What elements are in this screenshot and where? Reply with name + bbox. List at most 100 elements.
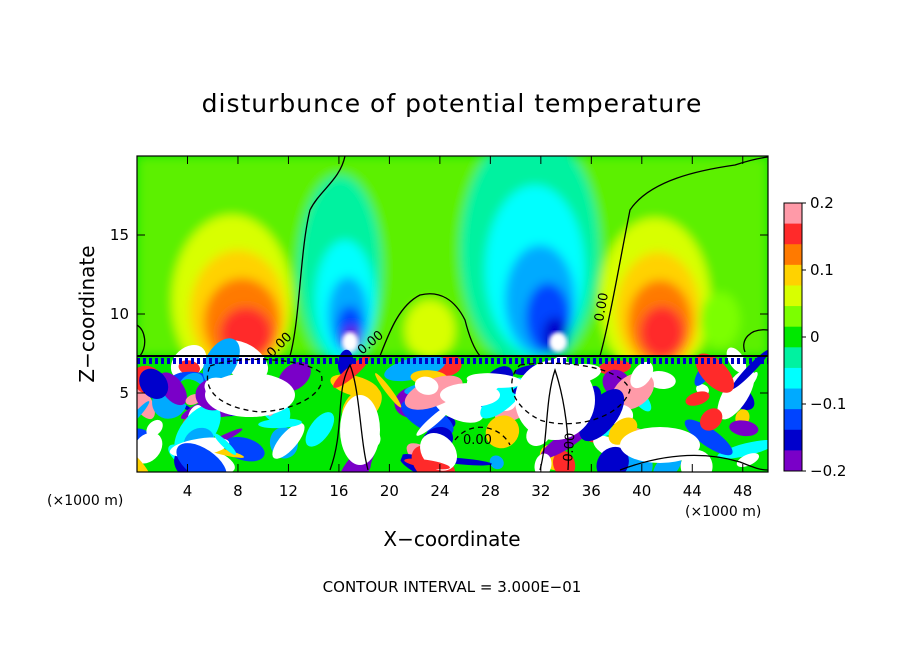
interface-stripe bbox=[737, 358, 740, 364]
turbulence-blob bbox=[729, 420, 759, 437]
interface-stripe bbox=[257, 358, 260, 364]
x-axis-label: X−coordinate bbox=[383, 527, 520, 551]
turbulence-blob bbox=[258, 418, 302, 429]
interface-stripe bbox=[233, 358, 236, 364]
turbulence-blob bbox=[726, 347, 747, 373]
turbulence-blob bbox=[534, 453, 552, 472]
turbulence-blob bbox=[579, 389, 625, 442]
colorbar-tick-label: 0 bbox=[810, 328, 820, 346]
interface-stripe bbox=[197, 358, 200, 364]
interface-stripe bbox=[311, 358, 314, 364]
interface-stripe bbox=[359, 358, 362, 364]
interface-stripe bbox=[215, 358, 218, 364]
interface-stripe bbox=[299, 358, 302, 364]
turbulence-blob bbox=[146, 419, 163, 437]
interface-stripe bbox=[635, 358, 638, 364]
x-axis-unit-left: (×1000 m) bbox=[47, 493, 123, 509]
interface-stripe bbox=[437, 358, 440, 364]
turbulence-blob bbox=[695, 353, 735, 393]
contour-interval-note: CONTOUR INTERVAL = 3.000E−01 bbox=[323, 578, 582, 596]
interface-stripe bbox=[191, 358, 194, 364]
turbulence-blob bbox=[137, 381, 155, 420]
contour-lines bbox=[137, 156, 768, 471]
colorbar-swatch bbox=[784, 244, 802, 266]
interface-stripe bbox=[533, 358, 536, 364]
x-tick-label: 8 bbox=[233, 482, 243, 500]
interface-stripe bbox=[671, 358, 674, 364]
zero-contour-right bbox=[599, 156, 768, 357]
turbulence-blob bbox=[489, 455, 504, 470]
chart-title: disturbunce of potential temperature bbox=[202, 89, 703, 118]
colorbar-swatch bbox=[784, 388, 802, 410]
interface-stripe bbox=[251, 358, 254, 364]
interface-stripe bbox=[665, 358, 668, 364]
interface-stripe bbox=[497, 358, 500, 364]
interface-stripe bbox=[431, 358, 434, 364]
interface-stripe bbox=[137, 358, 140, 364]
interface-stripe bbox=[551, 358, 554, 364]
interior-region bbox=[340, 395, 380, 465]
interface-stripe bbox=[515, 358, 518, 364]
x-tick-label: 36 bbox=[582, 482, 601, 500]
interface-stripe bbox=[707, 358, 710, 364]
colorbar: 0.2 0.1 0 −0.1 −0.2 bbox=[783, 194, 846, 480]
interface-stripe bbox=[407, 358, 410, 364]
colorbar-swatch bbox=[784, 409, 802, 431]
interface-stripe bbox=[167, 358, 170, 364]
turbulence-blob bbox=[717, 368, 755, 420]
colorbar-tick-label: 0.1 bbox=[810, 261, 834, 279]
interface-stripe bbox=[545, 358, 548, 364]
interface-stripe bbox=[749, 358, 752, 364]
colorbar-swatch bbox=[784, 264, 802, 286]
interface-stripe bbox=[203, 358, 206, 364]
interface-stripe bbox=[527, 358, 530, 364]
interface-stripe bbox=[305, 358, 308, 364]
interface-stripe bbox=[617, 358, 620, 364]
turbulence-blob bbox=[552, 450, 576, 472]
colorbar-swatch bbox=[784, 367, 802, 390]
interface-stripe bbox=[743, 358, 746, 364]
interface-stripe bbox=[401, 358, 404, 364]
interface-stripe bbox=[209, 358, 212, 364]
interface-stripe bbox=[161, 358, 164, 364]
interface-stripe bbox=[509, 358, 512, 364]
interface-stripe bbox=[377, 358, 380, 364]
interface-stripe bbox=[599, 358, 602, 364]
interface-stripe bbox=[485, 358, 488, 364]
turbulence-blob bbox=[717, 439, 768, 459]
turbulence-blob bbox=[680, 449, 713, 472]
turbulence-blob bbox=[485, 415, 520, 449]
interface-stripe bbox=[563, 358, 566, 364]
lower-turbulent-layer bbox=[137, 338, 768, 472]
interface-stripe bbox=[341, 358, 344, 364]
interface-stripe bbox=[335, 358, 338, 364]
interface-stripe bbox=[683, 358, 686, 364]
turbulence-blob bbox=[746, 371, 758, 388]
turbulence-blob bbox=[480, 377, 526, 419]
turbulence-blob bbox=[214, 433, 237, 455]
interface-stripe bbox=[695, 358, 698, 364]
interface-stripe bbox=[149, 358, 152, 364]
x-tick-label: 40 bbox=[632, 482, 651, 500]
colorbar-tick-label: −0.2 bbox=[810, 462, 846, 480]
interface-stripe bbox=[725, 358, 728, 364]
interface-stripe bbox=[611, 358, 614, 364]
turbulence-blob bbox=[137, 451, 154, 472]
interface-stripe bbox=[245, 358, 248, 364]
interface-stripe bbox=[395, 358, 398, 364]
interior-region bbox=[515, 360, 595, 440]
interface-stripe bbox=[653, 358, 656, 364]
interface-stripe bbox=[413, 358, 416, 364]
interface-stripe bbox=[557, 358, 560, 364]
interface-stripe bbox=[185, 358, 188, 364]
x-tick-label: 48 bbox=[733, 482, 752, 500]
turbulence-blob bbox=[731, 349, 768, 390]
turbulence-blob bbox=[297, 393, 326, 406]
interface-stripe bbox=[329, 358, 332, 364]
interface-stripe bbox=[179, 358, 182, 364]
interface-stripe bbox=[629, 358, 632, 364]
interface-stripe bbox=[155, 358, 158, 364]
zero-contour-middle bbox=[379, 293, 481, 357]
interface-stripe bbox=[173, 358, 176, 364]
